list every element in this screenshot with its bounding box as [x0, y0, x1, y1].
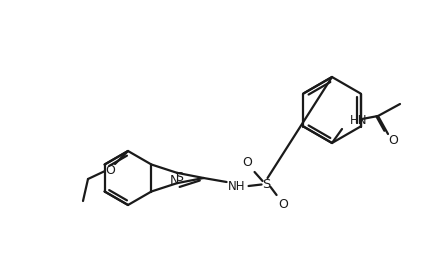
Text: S: S	[263, 177, 271, 191]
Text: HN: HN	[350, 114, 368, 127]
Text: O: O	[105, 164, 115, 177]
Text: O: O	[388, 133, 398, 147]
Text: O: O	[243, 156, 252, 169]
Text: O: O	[279, 198, 288, 211]
Text: NH: NH	[228, 179, 245, 192]
Text: N: N	[170, 174, 179, 187]
Text: S: S	[175, 171, 183, 184]
